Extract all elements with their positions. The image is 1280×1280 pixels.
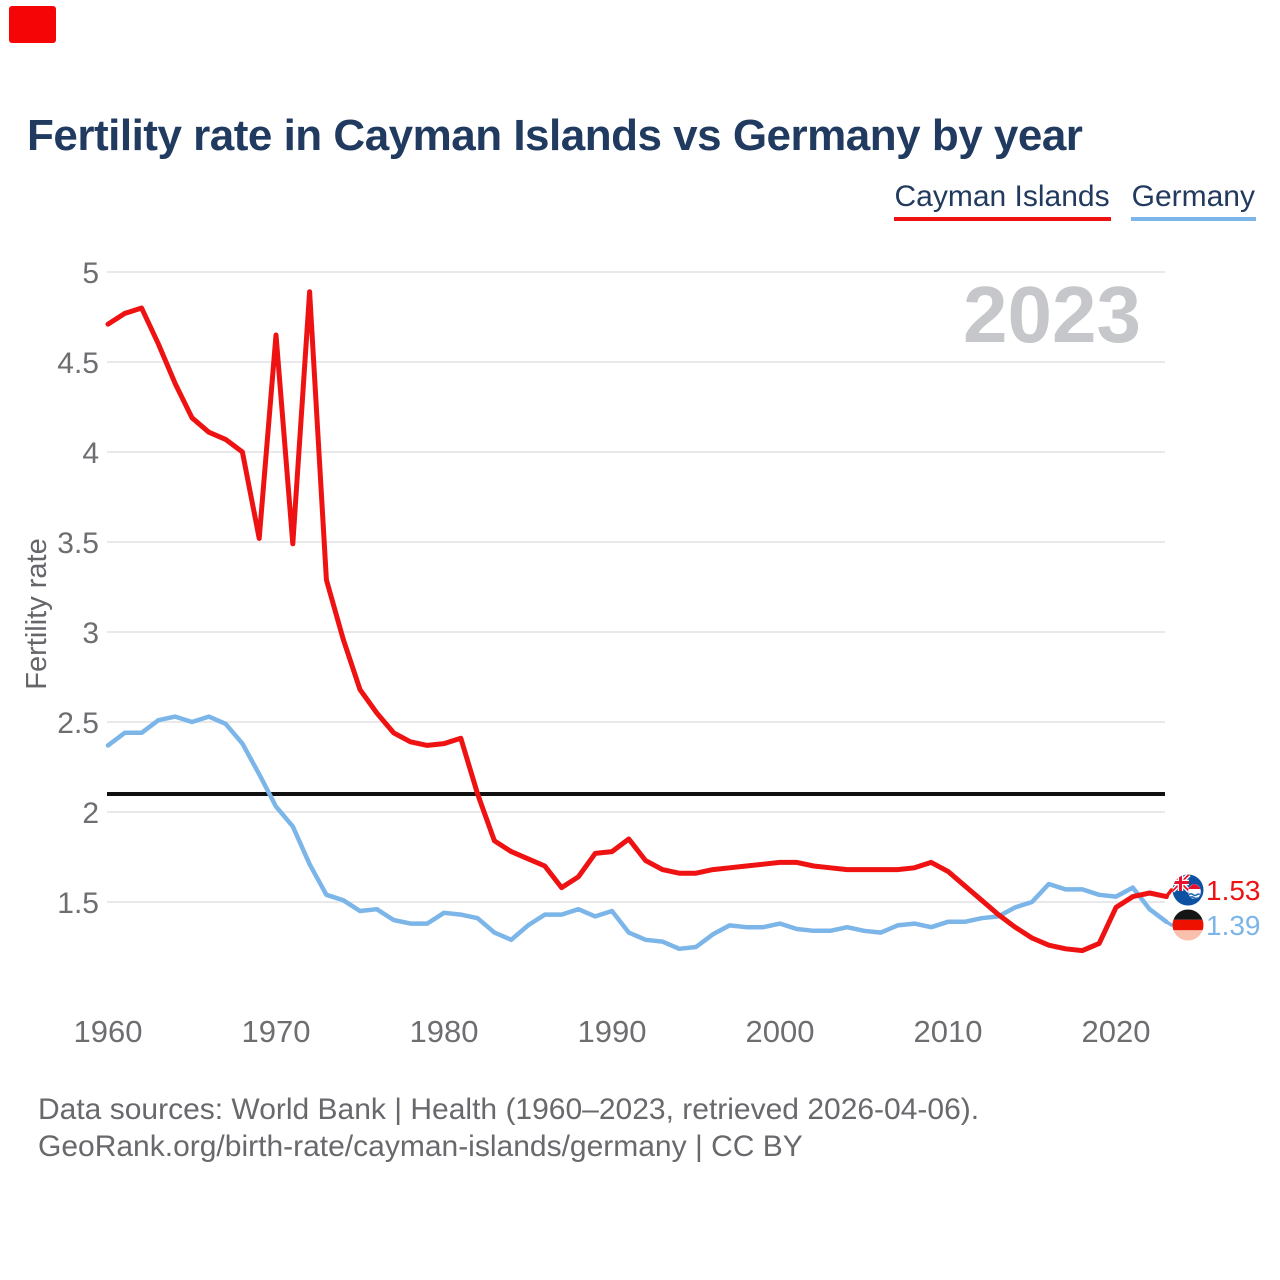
legend: Cayman Islands Germany xyxy=(893,181,1256,221)
gridlines xyxy=(107,271,1165,903)
y-tick-label: 2 xyxy=(82,797,99,830)
series-lines xyxy=(105,289,1169,954)
end-value-cayman-islands: 1.53 xyxy=(1206,875,1261,906)
germany-flag-icon xyxy=(1172,909,1204,941)
x-axis-tick-labels: 1960 1970 1980 1990 2000 2010 2020 xyxy=(74,1014,1151,1049)
x-tick-label: 2000 xyxy=(746,1014,815,1049)
end-label-connectors xyxy=(1165,888,1174,927)
chart-title: Fertility rate in Cayman Islands vs Germ… xyxy=(27,111,1083,160)
y-tick-label: 5 xyxy=(82,257,99,290)
line-germany xyxy=(105,714,1169,952)
x-tick-label: 2020 xyxy=(1082,1014,1151,1049)
y-tick-label: 2.5 xyxy=(57,707,99,740)
data-source-line: Data sources: World Bank | Health (1960–… xyxy=(38,1093,980,1126)
legend-item-cayman-islands[interactable]: Cayman Islands xyxy=(893,181,1111,221)
y-tick-label: 3 xyxy=(82,617,99,650)
watermark-year: 2023 xyxy=(963,270,1141,359)
end-value-labels: 1.53 1.39 xyxy=(1206,875,1261,941)
footer: Data sources: World Bank | Health (1960–… xyxy=(38,1091,979,1165)
y-tick-label: 4 xyxy=(82,437,99,470)
y-tick-label: 1.5 xyxy=(57,887,99,920)
x-tick-label: 1970 xyxy=(242,1014,311,1049)
x-tick-label: 1960 xyxy=(74,1014,143,1049)
end-value-germany: 1.39 xyxy=(1206,910,1261,941)
attribution-line: GeoRank.org/birth-rate/cayman-islands/ge… xyxy=(38,1130,803,1163)
y-tick-label: 4.5 xyxy=(57,347,99,380)
x-tick-label: 1980 xyxy=(410,1014,479,1049)
y-axis-title: Fertility rate xyxy=(21,538,53,689)
x-tick-label: 2010 xyxy=(914,1014,983,1049)
legend-item-germany[interactable]: Germany xyxy=(1130,181,1256,221)
y-axis-tick-labels: 5 4.5 4 3.5 3 2.5 2 1.5 xyxy=(57,257,99,920)
line-cayman-islands xyxy=(105,289,1169,954)
x-tick-label: 1990 xyxy=(578,1014,647,1049)
y-tick-label: 3.5 xyxy=(57,527,99,560)
cayman-islands-flag-icon xyxy=(1172,874,1204,906)
red-marker xyxy=(9,6,56,43)
